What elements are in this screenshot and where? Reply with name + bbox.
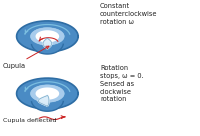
Polygon shape [43,38,52,49]
Polygon shape [17,78,78,109]
Polygon shape [36,30,59,42]
Text: Rotation
stops, ω = 0.
Sensed as
clockwise
rotation: Rotation stops, ω = 0. Sensed as clockwi… [100,65,144,102]
Polygon shape [36,30,59,42]
Polygon shape [30,28,64,45]
Polygon shape [17,21,78,52]
Polygon shape [30,85,64,102]
Text: Cupula: Cupula [3,46,49,69]
Polygon shape [30,28,64,45]
Polygon shape [38,95,49,106]
Polygon shape [32,44,63,54]
Text: Cupula deflected: Cupula deflected [3,118,56,123]
Polygon shape [38,95,49,106]
Text: Constant
counterclockwise
rotation ω: Constant counterclockwise rotation ω [100,3,158,25]
Polygon shape [30,85,64,102]
Polygon shape [32,101,63,111]
Polygon shape [43,38,52,49]
Polygon shape [36,87,59,100]
Polygon shape [36,87,59,100]
